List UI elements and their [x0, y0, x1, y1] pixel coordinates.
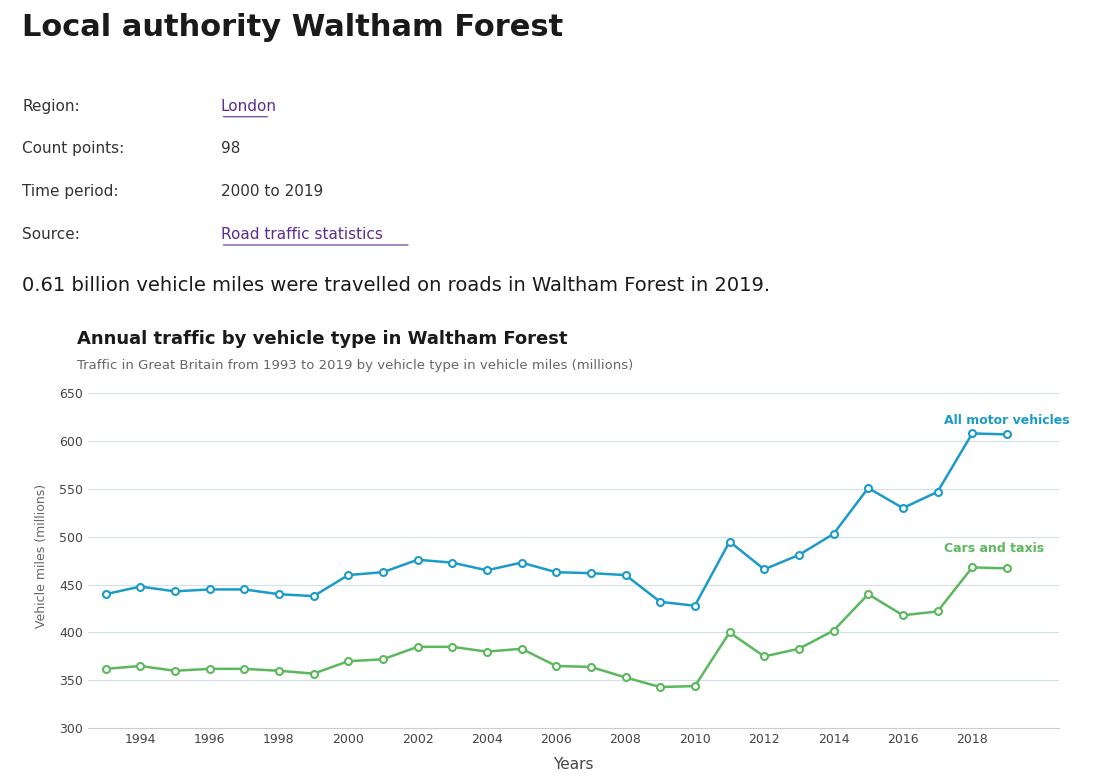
X-axis label: Years: Years	[554, 757, 593, 772]
Text: Region:: Region:	[22, 99, 79, 114]
Text: 98: 98	[221, 142, 240, 157]
Text: London: London	[221, 99, 277, 114]
Text: Count points:: Count points:	[22, 142, 125, 157]
Text: All motor vehicles: All motor vehicles	[944, 413, 1070, 427]
Text: Traffic in Great Britain from 1993 to 2019 by vehicle type in vehicle miles (mil: Traffic in Great Britain from 1993 to 20…	[77, 359, 633, 372]
Text: Local authority Waltham Forest: Local authority Waltham Forest	[22, 13, 564, 42]
Text: 2000 to 2019: 2000 to 2019	[221, 184, 323, 199]
Text: Road traffic statistics: Road traffic statistics	[221, 227, 383, 242]
Text: Annual traffic by vehicle type in Waltham Forest: Annual traffic by vehicle type in Waltha…	[77, 330, 568, 348]
Text: Time period:: Time period:	[22, 184, 118, 199]
Text: Source:: Source:	[22, 227, 79, 242]
Text: Cars and taxis: Cars and taxis	[944, 542, 1045, 555]
Y-axis label: Vehicle miles (millions): Vehicle miles (millions)	[35, 484, 49, 628]
Text: 0.61 billion vehicle miles were travelled on roads in Waltham Forest in 2019.: 0.61 billion vehicle miles were travelle…	[22, 276, 770, 295]
